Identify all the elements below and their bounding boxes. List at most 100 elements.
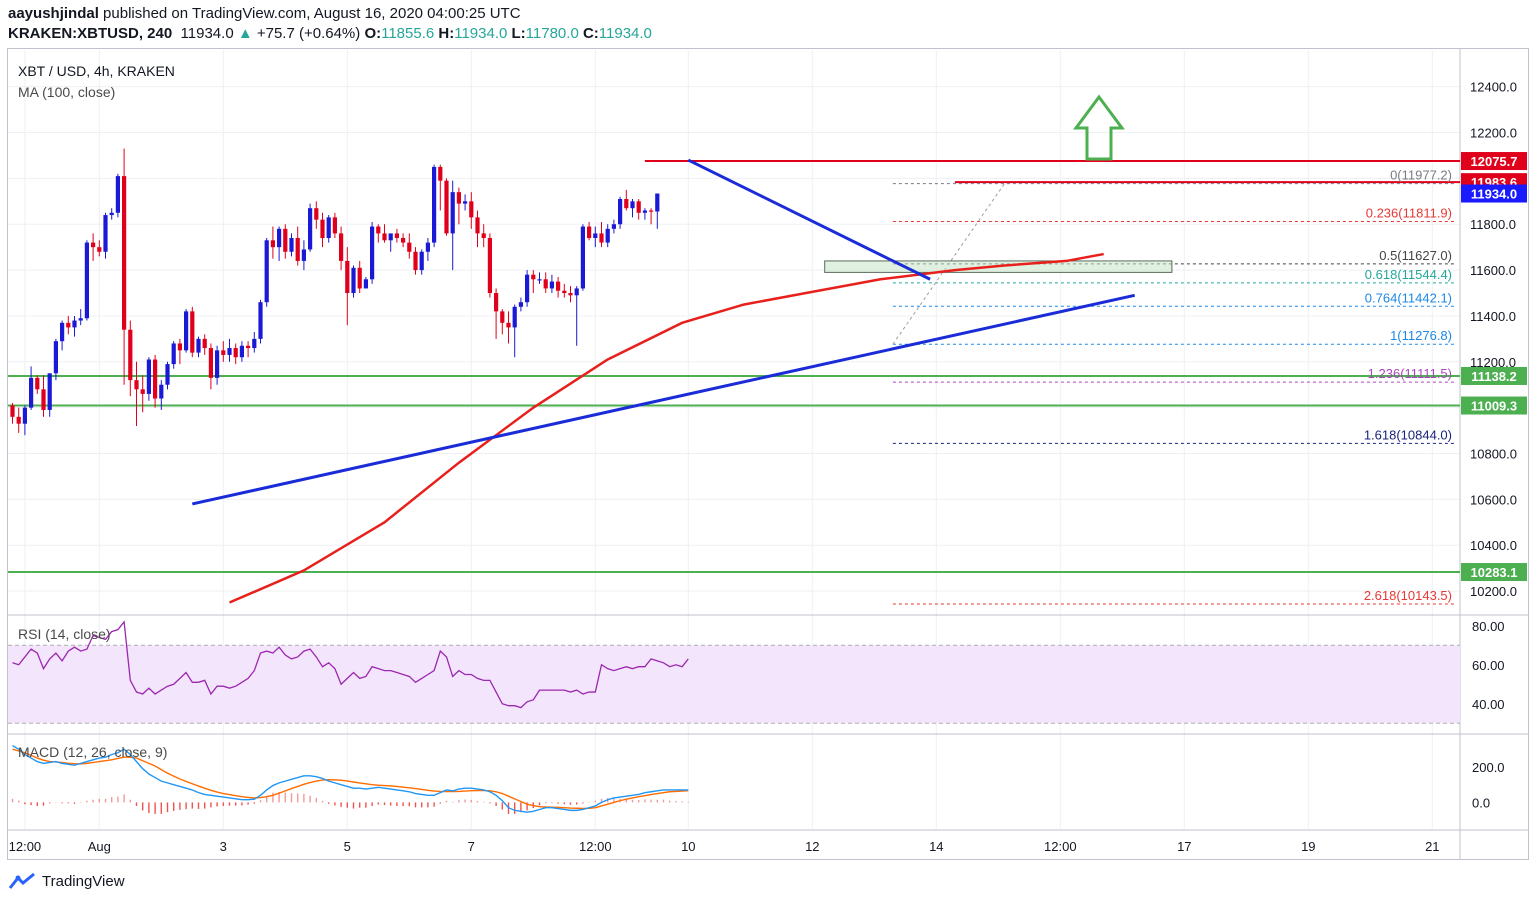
candle-body: [419, 251, 424, 271]
open-value: 11855.6: [381, 25, 435, 42]
candle-body: [407, 242, 412, 252]
candle-body: [649, 210, 654, 212]
candle-up: [326, 215, 331, 243]
candle-body: [60, 322, 65, 342]
price-badge-support: 11009.3: [1461, 396, 1527, 415]
candle-up: [109, 208, 114, 220]
close-value: 11934.0: [598, 25, 652, 42]
candle-up: [264, 238, 269, 307]
candle-body: [463, 201, 468, 204]
candle-down: [97, 240, 102, 257]
candle-up: [419, 249, 424, 275]
chart-frame[interactable]: [7, 48, 1529, 860]
candle-down: [202, 334, 207, 355]
price-tick-label: 10600.0: [1470, 492, 1517, 507]
candle-body: [432, 166, 437, 243]
price-tick-label: 11600.0: [1470, 263, 1516, 278]
time-tick-label: 7: [468, 839, 475, 854]
candle-body: [531, 274, 536, 280]
candle-body: [47, 373, 52, 410]
candle-up: [642, 208, 647, 220]
candle-down: [469, 192, 474, 229]
candle-up: [450, 180, 455, 271]
signal-path: [12, 748, 689, 810]
candle-up: [196, 336, 201, 358]
candle-down: [320, 212, 325, 248]
candle-body: [196, 338, 201, 353]
brand-name: TradingView: [42, 872, 125, 890]
candle-body: [103, 215, 108, 252]
candle-up: [370, 221, 375, 284]
candle-up: [252, 332, 257, 353]
rsi-path: [12, 620, 689, 709]
candle-body: [580, 226, 585, 289]
fib-label: 0(11977.2): [1390, 168, 1452, 183]
fib-label: 0.236(11811.9): [1366, 206, 1452, 221]
candle-down: [153, 354, 158, 408]
candle-down: [295, 226, 300, 266]
candle-down: [568, 286, 573, 303]
candle-up: [171, 341, 176, 369]
author-name[interactable]: aayushjindal: [8, 5, 99, 22]
candle-body: [568, 293, 573, 296]
macd-path: [12, 745, 689, 813]
candle-up: [611, 219, 616, 234]
candle-down: [407, 233, 412, 259]
candle-body: [618, 199, 623, 225]
candle-down: [208, 343, 213, 390]
candle-up: [574, 286, 579, 346]
candle-body: [289, 238, 294, 252]
level-lines: [8, 160, 1460, 574]
candle-body: [246, 345, 251, 349]
candle-up: [301, 240, 306, 271]
candle-down: [190, 306, 195, 358]
candle-body: [159, 384, 164, 399]
price-badge-bg: [1461, 396, 1527, 415]
candle-body: [556, 281, 561, 291]
candle-body: [506, 322, 511, 328]
candle-body: [593, 233, 598, 238]
price-badge-label: 10283.1: [1471, 565, 1518, 580]
candle-body: [357, 267, 362, 289]
candle-down: [624, 189, 629, 211]
candle-body: [475, 217, 480, 234]
candle-body: [29, 377, 34, 408]
close-label: C:: [582, 25, 599, 42]
candle-body: [376, 226, 381, 234]
candle-body: [587, 226, 592, 238]
candle-body: [35, 377, 40, 390]
candle-up: [78, 309, 83, 326]
published-text: published on TradingView.com, August 16,…: [103, 5, 521, 22]
candles: [10, 148, 660, 436]
macd-legend: MACD (12, 26, close, 9): [18, 744, 168, 760]
tradingview-icon: [8, 872, 35, 889]
candle-body: [345, 260, 350, 294]
candle-down: [357, 260, 362, 294]
candle-up: [47, 373, 52, 417]
candle-body: [630, 201, 635, 209]
candle-body: [239, 345, 244, 358]
candle-up: [60, 320, 65, 351]
fib-label: 2.618(10143.5): [1364, 588, 1452, 603]
candle-up: [146, 357, 151, 401]
low-value: 11780.0: [525, 25, 579, 42]
candle-body: [190, 311, 195, 353]
time-tick-label: 17: [1177, 839, 1191, 854]
candle-body: [301, 249, 306, 261]
candle-down: [487, 233, 492, 298]
tradingview-logo[interactable]: TradingView: [8, 872, 125, 890]
candle-body: [655, 193, 660, 212]
candle-body: [642, 210, 647, 213]
candle-body: [78, 318, 83, 321]
time-tick-label: 3: [220, 839, 227, 854]
rsi-band: [8, 644, 1460, 724]
candle-down: [221, 341, 226, 362]
candle-up: [215, 345, 220, 385]
candle-down: [10, 403, 15, 424]
price-tick-label: 11200.0: [1470, 355, 1516, 370]
candle-down: [233, 343, 238, 365]
symbol-label: KRAKEN:XBTUSD, 240: [8, 25, 173, 42]
candle-body: [394, 233, 399, 238]
ma-legend: MA (100, close): [18, 84, 116, 100]
